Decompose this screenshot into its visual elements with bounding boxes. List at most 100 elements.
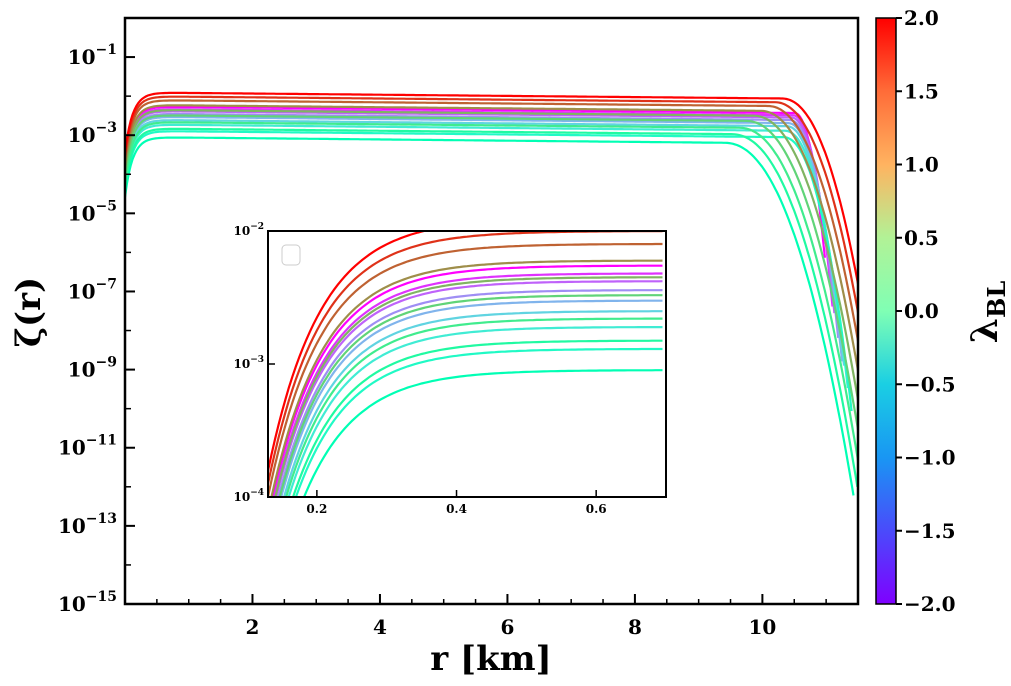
inset-series-line (268, 231, 429, 472)
colorbar-tick-label: 1.0 (904, 153, 939, 177)
series-line (125, 109, 858, 407)
colorbar-tick-label: 2.0 (904, 6, 939, 30)
y-tick-label: 10−11 (58, 433, 117, 460)
y-tick-label: 10−1 (68, 42, 117, 69)
inset-y-tick-label: 10−2 (233, 222, 264, 238)
colorbar: 2.0 1.5 1.0 0.5 0.0 −0.5 −1.0 −1.5 −2.0 λBL (875, 6, 1011, 616)
inset-series-line (280, 299, 663, 497)
colorbar-gradient (875, 17, 897, 605)
main-axes: 2 4 6 8 1010−110−310−510−710−910−1110−1310−1… (58, 16, 860, 639)
inset-series-line (268, 242, 663, 497)
y-tick-exp: −9 (96, 355, 117, 371)
inset-background (268, 231, 666, 497)
series-line (125, 99, 858, 348)
inset-y-tick-base: 10 (233, 357, 250, 371)
inset-axes: 0.2 0.4 0.610−210−310−4 (233, 222, 667, 516)
y-tick-label: 10−5 (68, 198, 117, 225)
colorbar-tick-label: 1.5 (904, 79, 939, 103)
inset-series-line (302, 369, 663, 497)
y-axis-label: ζ(r) (9, 277, 49, 347)
y-tick-exp: −3 (96, 120, 117, 136)
inset-series-line (277, 289, 663, 497)
x-axis-label: r [km] (430, 639, 551, 679)
inset-series-line (287, 326, 663, 497)
colorbar-label: λBL (964, 281, 1011, 344)
inset-series-line (285, 317, 663, 497)
colorbar-label-sub: BL (982, 281, 1011, 318)
inset-series-group (268, 231, 663, 497)
y-tick-base: 10 (58, 436, 86, 460)
y-tick-base: 10 (58, 592, 86, 616)
x-tick-label: 6 (500, 615, 514, 639)
y-tick-label: 10−9 (68, 355, 117, 382)
inset-series-line (273, 272, 663, 497)
inset-series-line (274, 276, 663, 497)
y-tick-label: 10−13 (58, 511, 117, 538)
colorbar-tick-label: −1.0 (904, 446, 956, 470)
inset-plot-frame (267, 230, 667, 498)
colorbar-tick-label: −0.5 (904, 372, 956, 396)
main-plot-frame (123, 16, 860, 606)
inset-y-tick-base: 10 (233, 490, 250, 504)
x-tick-label: 10 (748, 615, 776, 639)
inset-legend-box (281, 244, 301, 266)
x-tick-label: 2 (246, 615, 260, 639)
inset-series-line (282, 310, 663, 497)
inset-series-line (291, 339, 663, 497)
series-line (125, 130, 853, 412)
y-tick-base: 10 (58, 514, 86, 538)
series-line (125, 116, 844, 362)
inset-series-line (278, 294, 663, 497)
series-line (125, 91, 858, 290)
series-line (125, 105, 826, 258)
y-tick-label: 10−15 (58, 589, 117, 616)
inset-y-tick-label: 10−3 (233, 355, 264, 371)
series-line (125, 95, 858, 319)
series-line (125, 136, 855, 496)
colorbar-tick-label: −2.0 (904, 592, 956, 616)
main-series-group (125, 91, 858, 496)
series-line (125, 110, 836, 314)
y-tick-exp: −13 (86, 511, 117, 527)
y-tick-exp: −7 (96, 276, 117, 292)
colorbar-ticks: 2.0 1.5 1.0 0.5 0.0 −0.5 −1.0 −1.5 −2.0 (896, 6, 956, 616)
series-line (125, 119, 846, 366)
y-tick-base: 10 (68, 123, 96, 147)
inset-series-line (270, 259, 663, 497)
series-line (125, 114, 858, 437)
y-tick-base: 10 (68, 45, 96, 69)
series-line (125, 121, 858, 468)
y-tick-base: 10 (68, 279, 96, 303)
main-ticks: 2 4 6 8 1010−110−310−510−710−910−1110−1310−1… (58, 17, 827, 639)
y-tick-base: 10 (68, 358, 96, 382)
x-tick-label: 4 (373, 615, 387, 639)
inset-y-tick-label: 10−4 (233, 488, 264, 504)
inset-y-tick-exp: −4 (250, 488, 264, 498)
colorbar-tick-label: −1.5 (904, 519, 956, 543)
inset-x-tick-label: 0.4 (446, 502, 467, 516)
y-tick-label: 10−7 (68, 276, 117, 303)
inset-series-line (275, 280, 663, 497)
colorbar-label-main: λ (964, 318, 1006, 343)
inset-ticks: 0.2 0.4 0.610−210−310−4 (233, 222, 606, 516)
y-tick-exp: −5 (96, 198, 117, 214)
inset-y-tick-exp: −3 (250, 355, 264, 365)
inset-y-tick-base: 10 (233, 224, 250, 238)
series-line (125, 112, 840, 339)
y-tick-label: 10−3 (68, 120, 117, 147)
inset-x-tick-label: 0.6 (586, 502, 607, 516)
y-tick-exp: −11 (86, 433, 117, 449)
series-line (125, 123, 849, 389)
inset-y-tick-exp: −2 (250, 222, 264, 232)
inset-x-tick-label: 0.2 (306, 502, 327, 516)
colorbar-tick-label: 0.5 (904, 226, 939, 250)
y-tick-exp: −1 (96, 42, 117, 58)
y-tick-exp: −15 (86, 589, 117, 605)
series-line (125, 104, 858, 378)
x-tick-label: 8 (628, 615, 642, 639)
inset-series-line (271, 264, 663, 497)
series-line (125, 127, 858, 488)
inset-series-line (294, 347, 663, 497)
y-tick-base: 10 (68, 201, 96, 225)
